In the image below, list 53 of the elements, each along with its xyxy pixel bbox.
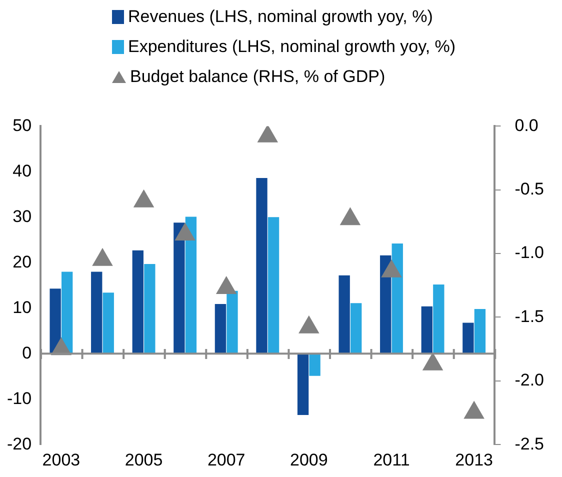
y2-tick-label: -1.5 bbox=[514, 306, 544, 326]
point bbox=[134, 190, 154, 208]
point bbox=[464, 401, 484, 419]
bar bbox=[144, 264, 156, 354]
bar bbox=[256, 178, 268, 354]
y2-tick-label: -2.5 bbox=[514, 434, 544, 454]
bar bbox=[421, 306, 432, 354]
y-tick-label: 40 bbox=[12, 161, 32, 180]
bar bbox=[297, 354, 309, 416]
bar bbox=[214, 304, 226, 354]
y2-tick-label: -1.0 bbox=[514, 243, 544, 262]
bar bbox=[350, 303, 362, 354]
point bbox=[216, 276, 236, 294]
legend-label: Revenues (LHS, nominal growth yoy, %) bbox=[128, 6, 433, 28]
point bbox=[298, 316, 319, 334]
y-tick-label: 30 bbox=[12, 206, 32, 226]
y-tick-label: 20 bbox=[12, 252, 32, 272]
y-tick-label: -20 bbox=[6, 434, 32, 454]
y-tick-label: 50 bbox=[12, 116, 32, 135]
x-tick-label: 2009 bbox=[290, 450, 328, 470]
y-tick-label: 10 bbox=[12, 298, 32, 317]
bar bbox=[132, 250, 144, 354]
bar bbox=[392, 244, 403, 354]
bar bbox=[474, 309, 486, 354]
point bbox=[175, 222, 196, 240]
x-tick-label: 2005 bbox=[124, 450, 163, 470]
y-tick-label: 0 bbox=[22, 343, 32, 362]
point bbox=[258, 126, 278, 142]
bar bbox=[226, 290, 238, 354]
bar bbox=[91, 272, 102, 354]
bar bbox=[185, 216, 197, 354]
bar bbox=[338, 275, 350, 354]
x-tick-label: 2013 bbox=[455, 450, 493, 470]
legend-label: Budget balance (RHS, % of GDP) bbox=[130, 66, 386, 88]
bar bbox=[268, 217, 280, 354]
bar bbox=[102, 292, 114, 354]
bar bbox=[462, 322, 474, 354]
legend-label: Expenditures (LHS, nominal growth yoy, %) bbox=[128, 36, 456, 58]
y2-tick-label: -2.0 bbox=[514, 370, 544, 390]
x-tick-label: 2003 bbox=[42, 450, 80, 470]
bar bbox=[433, 284, 444, 354]
bar bbox=[174, 222, 185, 354]
y-tick-label: -10 bbox=[6, 388, 32, 408]
point bbox=[340, 208, 360, 226]
point bbox=[92, 248, 113, 266]
x-tick-label: 2011 bbox=[373, 450, 410, 470]
y2-tick-label: 0.0 bbox=[514, 116, 538, 135]
bar bbox=[309, 354, 320, 376]
bar bbox=[62, 272, 73, 354]
point bbox=[381, 260, 402, 278]
y2-tick-label: -0.5 bbox=[514, 180, 544, 199]
point bbox=[422, 352, 443, 370]
x-tick-label: 2007 bbox=[207, 450, 246, 470]
